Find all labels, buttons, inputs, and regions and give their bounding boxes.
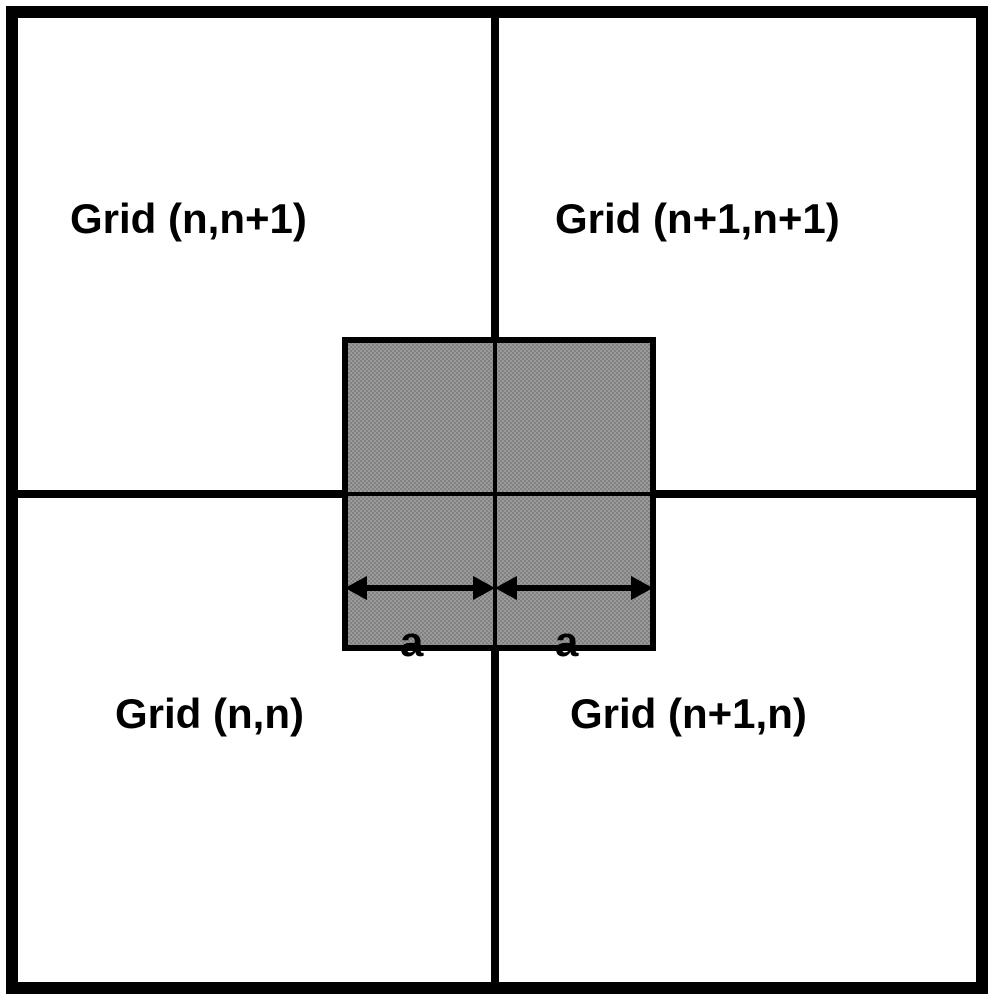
diagram-svg: [0, 0, 994, 1000]
dimension-label-left: a: [400, 618, 423, 666]
cell-label-bottom-left: Grid (n,n): [115, 690, 304, 738]
cell-label-top-left: Grid (n,n+1): [70, 195, 307, 243]
dimension-label-right: a: [555, 618, 578, 666]
grid-diagram: Grid (n,n+1) Grid (n+1,n+1) Grid (n,n) G…: [0, 0, 994, 1000]
cell-label-top-right: Grid (n+1,n+1): [555, 195, 840, 243]
cell-label-bottom-right: Grid (n+1,n): [570, 690, 807, 738]
